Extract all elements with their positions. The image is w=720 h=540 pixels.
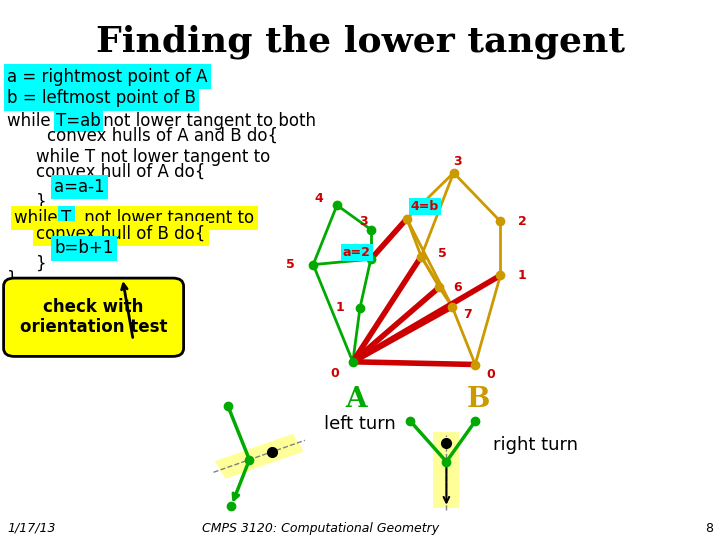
Text: Finding the lower tangent: Finding the lower tangent <box>96 24 624 59</box>
Text: convex hulls of A and B do{: convex hulls of A and B do{ <box>47 127 278 145</box>
Text: while T not lower tangent to: while T not lower tangent to <box>36 147 270 166</box>
Text: A: A <box>346 386 367 413</box>
Text: left turn: left turn <box>324 415 396 433</box>
Text: 0: 0 <box>487 368 495 381</box>
Text: while: while <box>7 112 56 130</box>
Polygon shape <box>433 432 459 508</box>
FancyBboxPatch shape <box>4 278 184 356</box>
Text: 1/17/13: 1/17/13 <box>7 522 55 535</box>
Text: }: } <box>36 254 47 273</box>
Text: b = leftmost point of B: b = leftmost point of B <box>7 89 196 107</box>
Text: }: } <box>7 269 18 288</box>
Text: }: } <box>36 193 47 211</box>
Text: T=ab: T=ab <box>56 112 101 130</box>
Text: a=a-1: a=a-1 <box>54 178 104 196</box>
Text: 0: 0 <box>330 367 339 380</box>
Text: 6: 6 <box>453 281 462 294</box>
Text: 3: 3 <box>453 156 462 168</box>
Text: 4: 4 <box>315 192 323 205</box>
Polygon shape <box>215 434 304 479</box>
Text: while: while <box>14 209 63 227</box>
Text: convex hull of A do{: convex hull of A do{ <box>36 163 205 181</box>
Text: right turn: right turn <box>493 436 578 455</box>
Text: check with
orientation test: check with orientation test <box>20 298 167 336</box>
Text: a=2: a=2 <box>343 246 371 259</box>
Text: 5: 5 <box>438 247 447 260</box>
Text: not lower tangent to: not lower tangent to <box>79 209 254 227</box>
Text: CMPS 3120: Computational Geometry: CMPS 3120: Computational Geometry <box>202 522 438 535</box>
Text: 2: 2 <box>518 215 526 228</box>
Text: 3: 3 <box>359 215 368 228</box>
Text: 8: 8 <box>705 522 713 535</box>
Text: convex hull of B do{: convex hull of B do{ <box>36 224 205 242</box>
Text: b=b+1: b=b+1 <box>54 239 113 258</box>
Text: 1: 1 <box>518 269 526 282</box>
Text: 5: 5 <box>286 258 294 271</box>
Text: 4=b: 4=b <box>410 200 438 213</box>
Text: not lower tangent to both: not lower tangent to both <box>98 112 316 130</box>
Text: a = rightmost point of A: a = rightmost point of A <box>7 68 207 86</box>
Text: T: T <box>61 209 71 227</box>
Text: 7: 7 <box>464 308 472 321</box>
Text: 1: 1 <box>336 301 344 314</box>
Text: B: B <box>467 386 490 413</box>
